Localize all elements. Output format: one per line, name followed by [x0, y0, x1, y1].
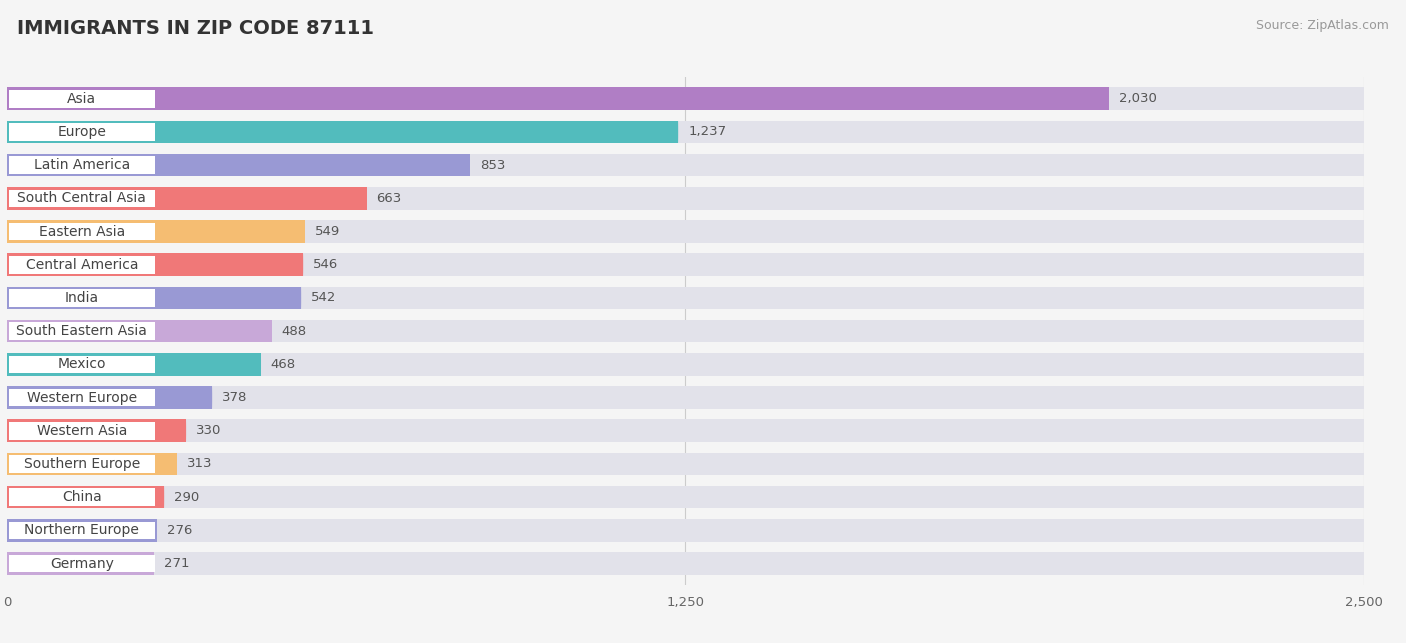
- Text: South Central Asia: South Central Asia: [17, 192, 146, 205]
- Text: 546: 546: [314, 258, 339, 271]
- Text: 2,030: 2,030: [1119, 92, 1156, 105]
- Bar: [7, 154, 1364, 176]
- Bar: [10, 222, 155, 240]
- Text: Western Asia: Western Asia: [37, 424, 127, 438]
- Bar: [7, 386, 212, 409]
- Bar: [7, 353, 262, 376]
- Bar: [10, 555, 155, 572]
- Text: 276: 276: [166, 524, 193, 537]
- Bar: [7, 552, 153, 575]
- Text: India: India: [65, 291, 98, 305]
- Bar: [7, 287, 301, 309]
- Text: 1,237: 1,237: [688, 125, 727, 138]
- Text: Central America: Central America: [25, 258, 138, 272]
- Bar: [10, 389, 155, 406]
- Bar: [7, 221, 1364, 243]
- Bar: [7, 419, 1364, 442]
- Bar: [10, 356, 155, 373]
- Text: 549: 549: [315, 225, 340, 238]
- Text: 663: 663: [377, 192, 402, 205]
- Bar: [7, 353, 1364, 376]
- Text: China: China: [62, 490, 101, 504]
- Bar: [10, 256, 155, 273]
- Text: Northern Europe: Northern Europe: [24, 523, 139, 538]
- Text: Southern Europe: Southern Europe: [24, 457, 141, 471]
- Text: 853: 853: [479, 159, 505, 172]
- Bar: [7, 121, 678, 143]
- Text: Latin America: Latin America: [34, 158, 129, 172]
- Bar: [10, 322, 155, 340]
- Text: Asia: Asia: [67, 92, 97, 105]
- Text: 330: 330: [195, 424, 221, 437]
- Bar: [7, 87, 1108, 110]
- Bar: [7, 187, 367, 210]
- Text: 542: 542: [311, 291, 336, 304]
- Bar: [10, 422, 155, 440]
- Bar: [7, 519, 1364, 541]
- Bar: [7, 253, 304, 276]
- Text: IMMIGRANTS IN ZIP CODE 87111: IMMIGRANTS IN ZIP CODE 87111: [17, 19, 374, 39]
- Text: Eastern Asia: Eastern Asia: [39, 224, 125, 239]
- Bar: [10, 156, 155, 174]
- Bar: [7, 386, 1364, 409]
- Bar: [7, 453, 177, 475]
- Text: South Eastern Asia: South Eastern Asia: [17, 324, 148, 338]
- Text: Source: ZipAtlas.com: Source: ZipAtlas.com: [1256, 19, 1389, 32]
- Text: Germany: Germany: [51, 557, 114, 570]
- Bar: [10, 521, 155, 539]
- Bar: [10, 488, 155, 506]
- Text: Europe: Europe: [58, 125, 107, 139]
- Text: Mexico: Mexico: [58, 358, 107, 372]
- Bar: [7, 253, 1364, 276]
- Text: 378: 378: [222, 391, 247, 404]
- Bar: [10, 455, 155, 473]
- Bar: [7, 121, 1364, 143]
- Bar: [7, 552, 1364, 575]
- Bar: [7, 287, 1364, 309]
- Bar: [7, 486, 1364, 509]
- Bar: [10, 190, 155, 207]
- Bar: [7, 154, 470, 176]
- Bar: [7, 419, 186, 442]
- Text: 271: 271: [165, 557, 190, 570]
- Bar: [10, 123, 155, 141]
- Bar: [7, 221, 305, 243]
- Bar: [7, 87, 1364, 110]
- Text: 468: 468: [271, 358, 295, 371]
- Bar: [10, 90, 155, 107]
- Bar: [7, 187, 1364, 210]
- Text: Western Europe: Western Europe: [27, 390, 136, 404]
- Text: 290: 290: [174, 491, 200, 503]
- Text: 488: 488: [281, 325, 307, 338]
- Bar: [7, 320, 1364, 343]
- Bar: [7, 519, 156, 541]
- Text: 313: 313: [187, 457, 212, 471]
- Bar: [10, 289, 155, 307]
- Bar: [7, 320, 271, 343]
- Bar: [7, 486, 165, 509]
- Bar: [7, 453, 1364, 475]
